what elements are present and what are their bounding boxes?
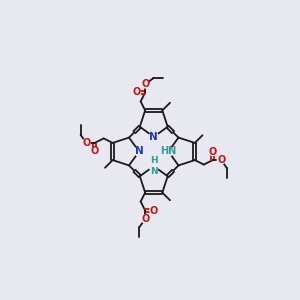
Circle shape [149, 132, 158, 142]
Text: O: O [91, 146, 99, 156]
Circle shape [134, 147, 144, 156]
Text: O: O [208, 147, 217, 157]
Text: O: O [133, 88, 141, 98]
Text: N: N [135, 146, 143, 157]
Circle shape [218, 156, 225, 164]
Circle shape [164, 147, 173, 156]
Text: O: O [217, 155, 225, 165]
Circle shape [149, 161, 158, 171]
Text: O: O [149, 206, 158, 215]
Text: HN: HN [160, 146, 176, 157]
Circle shape [133, 88, 140, 96]
Text: O: O [141, 214, 149, 224]
Circle shape [141, 215, 149, 223]
Text: O: O [82, 138, 90, 148]
Circle shape [209, 148, 217, 155]
Text: N: N [149, 132, 158, 142]
Circle shape [150, 207, 158, 214]
Circle shape [82, 139, 90, 147]
Text: H
N: H N [150, 156, 158, 176]
Circle shape [141, 80, 149, 88]
Text: O: O [141, 79, 149, 89]
Circle shape [91, 148, 99, 155]
